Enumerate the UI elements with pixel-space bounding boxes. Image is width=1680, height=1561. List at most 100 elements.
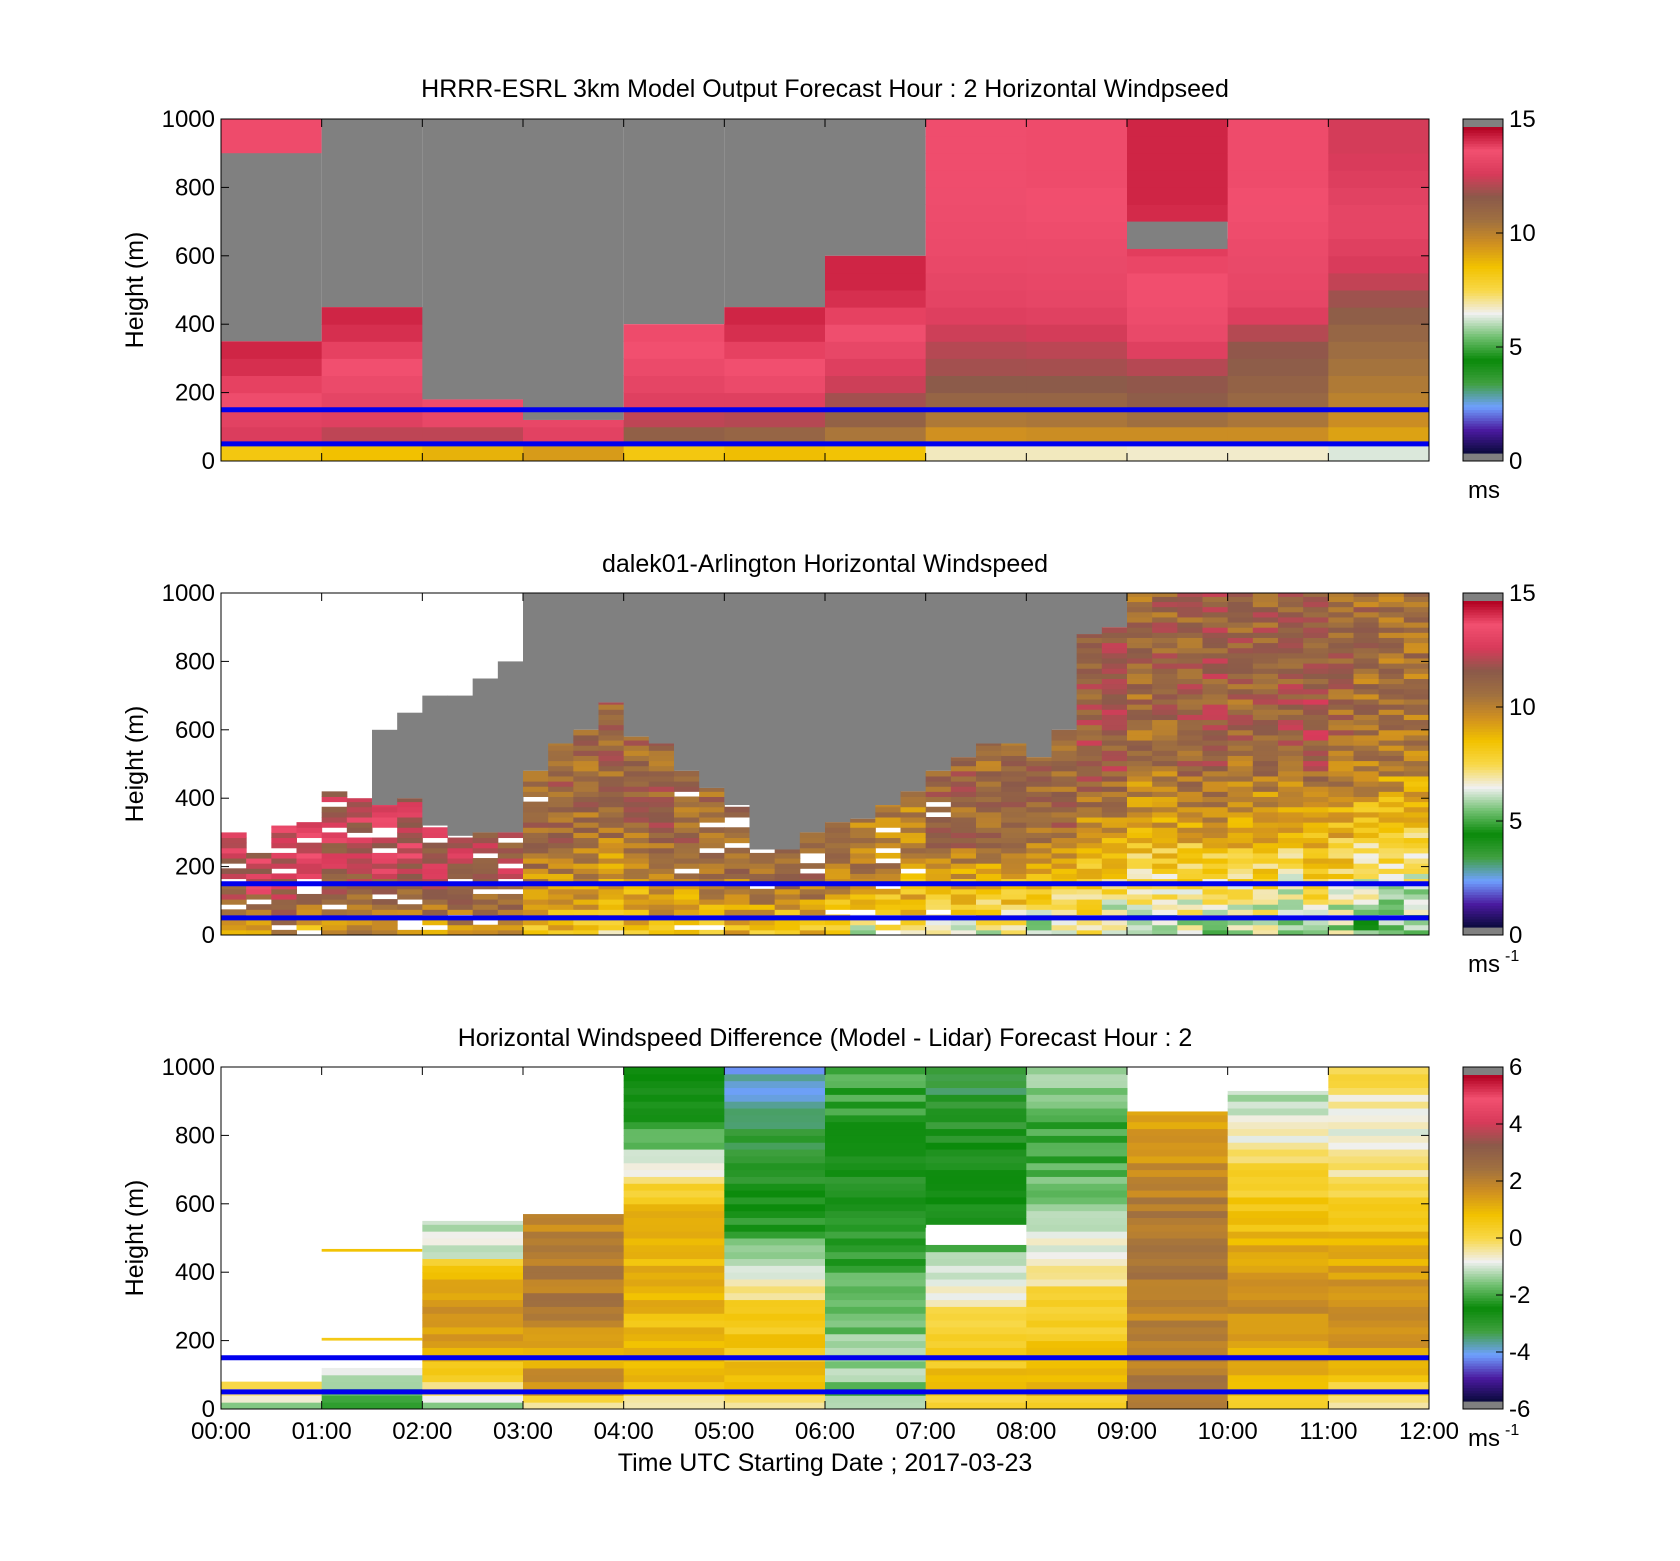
heatmap-cell — [1353, 693, 1380, 700]
heatmap-cell — [1378, 786, 1405, 792]
heatmap-cell — [1026, 1080, 1128, 1089]
heatmap-cell — [523, 817, 549, 823]
heatmap-cell — [1127, 1135, 1229, 1143]
heatmap-cell — [1127, 596, 1153, 603]
heatmap-cell — [749, 929, 776, 935]
colorbar-step — [1463, 1167, 1503, 1171]
heatmap-cell — [1127, 704, 1153, 710]
colorbar-step — [1463, 357, 1503, 362]
colorbar-step — [1463, 1349, 1503, 1353]
heatmap-cell — [1227, 1333, 1329, 1342]
heatmap-cell — [1177, 740, 1203, 746]
heatmap-cell — [1026, 1190, 1128, 1198]
heatmap-cell — [1227, 1108, 1329, 1116]
heatmap-cell — [523, 929, 549, 935]
heatmap-cell — [1177, 832, 1203, 839]
heatmap-cell — [598, 719, 625, 726]
colorbar-step — [1463, 766, 1503, 771]
colorbar-step — [1463, 736, 1503, 741]
heatmap-cell — [1227, 652, 1254, 659]
heatmap-cell — [1152, 755, 1178, 762]
heatmap-cell — [1303, 760, 1329, 767]
heatmap-cell — [296, 822, 323, 828]
heatmap-cell — [1353, 904, 1380, 910]
heatmap-cell — [1278, 888, 1304, 895]
heatmap-cell — [1152, 622, 1178, 628]
colorbar-step — [1463, 1083, 1503, 1087]
colorbar-step — [1463, 355, 1503, 359]
heatmap-cell — [1101, 817, 1128, 823]
heatmap-cell — [850, 893, 876, 900]
heatmap-cell — [950, 904, 977, 910]
heatmap-cell — [1076, 832, 1103, 839]
heatmap-cell — [1101, 760, 1128, 767]
heatmap-cell — [1152, 837, 1178, 844]
heatmap-cell — [1051, 734, 1078, 741]
heatmap-cell — [422, 1402, 524, 1409]
heatmap-cell — [1303, 781, 1329, 787]
heatmap-cell — [1252, 683, 1279, 690]
heatmap-cell — [1328, 1320, 1429, 1328]
colorbar-step — [1463, 1360, 1503, 1364]
heatmap-cell — [724, 893, 750, 900]
heatmap-cell — [598, 770, 625, 777]
heatmap-cell — [497, 868, 524, 874]
heatmap-cell — [1051, 919, 1078, 926]
heatmap-cell — [699, 832, 725, 839]
heatmap-cell — [1026, 136, 1128, 154]
heatmap-cell — [623, 1176, 725, 1184]
heatmap-cell — [1101, 678, 1128, 685]
colorbar-step — [1463, 1227, 1503, 1231]
heatmap-cell — [1278, 704, 1304, 710]
heatmap-cell — [1227, 770, 1254, 777]
colorbar-step — [1463, 1276, 1503, 1280]
heatmap-cell — [1303, 709, 1329, 715]
heatmap-cell — [1026, 1272, 1128, 1280]
colorbar-step — [1463, 146, 1503, 150]
heatmap-cell — [623, 1258, 725, 1266]
heatmap-cell — [447, 695, 474, 836]
heatmap-cell — [1001, 743, 1027, 746]
heatmap-cell — [925, 1162, 1027, 1171]
heatmap-cell — [221, 1402, 323, 1409]
heatmap-cell — [372, 863, 398, 869]
heatmap-cell — [1378, 627, 1405, 633]
heatmap-cell — [1202, 637, 1229, 644]
heatmap-cell — [976, 743, 1002, 746]
heatmap-cell — [925, 238, 1027, 257]
heatmap-cell — [1127, 724, 1153, 731]
heatmap-cell — [648, 786, 675, 792]
heatmap-cell — [1026, 1279, 1128, 1287]
heatmap-cell — [1026, 272, 1128, 291]
colorbar-step — [1463, 810, 1503, 814]
colorbar-step — [1463, 655, 1503, 659]
heatmap-cell — [1026, 770, 1052, 777]
heatmap-cell — [1403, 729, 1429, 736]
colorbar-tick-label: 5 — [1509, 808, 1522, 835]
heatmap-cell — [422, 873, 448, 880]
heatmap-cell — [925, 863, 952, 869]
heatmap-cell — [1353, 719, 1380, 726]
heatmap-cell — [1101, 632, 1128, 638]
heatmap-cell — [724, 837, 750, 844]
heatmap-cell — [925, 255, 1027, 274]
heatmap-cell — [1403, 606, 1429, 613]
heatmap-cell — [1202, 842, 1229, 849]
colorbar-step — [1463, 1387, 1503, 1391]
heatmap-cell — [1127, 1340, 1229, 1348]
heatmap-cell — [1177, 704, 1203, 710]
heatmap-cell — [648, 899, 675, 905]
heatmap-cell — [623, 392, 725, 411]
heatmap-cell — [1227, 1090, 1329, 1095]
heatmap-cell — [523, 119, 624, 420]
heatmap-cell — [1328, 1251, 1429, 1260]
heatmap-cell — [1127, 745, 1153, 751]
heatmap-cell — [1227, 632, 1254, 638]
heatmap-cell — [1403, 863, 1429, 869]
colorbar-tick-label: -6 — [1509, 1396, 1530, 1423]
heatmap-cell — [573, 806, 599, 813]
heatmap-cell — [346, 863, 373, 869]
heatmap-cell — [1026, 888, 1052, 895]
heatmap-cell — [548, 842, 574, 849]
